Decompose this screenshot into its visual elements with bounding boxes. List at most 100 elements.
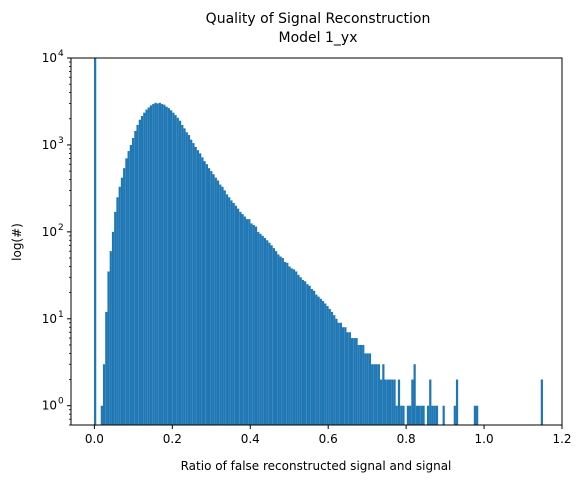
histogram-bar [201,157,203,425]
histogram-bar [300,277,302,425]
histogram-bar [382,364,384,425]
histogram-bar [398,380,400,425]
y-tick-label: 10 [42,399,57,413]
histogram-bar [264,238,266,425]
histogram-bar [293,269,295,425]
histogram-bar [188,135,190,425]
histogram-bar [476,406,478,425]
histogram-bar [333,315,335,425]
histogram-bar [286,263,288,425]
y-tick-exponent: 4 [58,49,64,59]
histogram-bar [128,151,130,425]
histogram-bar [195,147,197,425]
histogram-bar [161,104,163,425]
x-tick-label: 0.2 [163,432,182,446]
histogram-bar [221,187,223,425]
histogram-bar [250,223,252,425]
histogram-bar [172,113,174,425]
histogram-bar [192,143,194,425]
histogram-bar [396,406,398,425]
histogram-bar [246,219,248,425]
histogram-bar [230,200,232,425]
histogram-bar [271,245,273,425]
histogram-bar [179,121,181,425]
histogram-bar [371,364,373,425]
histogram-bar [306,284,308,425]
histogram-bar [416,406,418,425]
histogram-bar [181,125,183,425]
histogram-bar [384,380,386,425]
histogram-bar [125,158,127,425]
histogram-bar [168,108,170,425]
histogram-bar [116,197,118,425]
histogram-bar [212,174,214,425]
histogram-bar [110,251,112,425]
histogram-bar [342,327,344,425]
histogram-bar [233,203,235,425]
histogram-bar [148,107,150,425]
histogram-bar [154,103,156,425]
histogram-bar [420,406,422,425]
x-axis-label: Ratio of false reconstructed signal and … [181,459,452,473]
histogram-bar [259,234,261,425]
histogram-bar [422,406,424,425]
histogram-bar [262,236,264,425]
histogram-bar [275,251,277,425]
histogram-bar [197,150,199,425]
histogram-bar [393,380,395,425]
histogram-bar [367,353,369,425]
histogram-bar [297,275,299,425]
histogram-bar [391,380,393,425]
histogram-bar [248,219,250,425]
histogram-bar [112,232,114,425]
histogram-bar [228,197,230,425]
histogram-bar [170,110,172,425]
histogram-bar [434,406,436,425]
histogram-bar [253,225,255,425]
histogram-bar [235,206,237,425]
histogram-bar [215,178,217,425]
histogram-bar [190,140,192,425]
x-tick-label: 1.0 [475,432,494,446]
histogram-bar [132,138,134,425]
histogram-bar [284,262,286,425]
histogram-bar [331,312,333,425]
histogram-bar [315,295,317,425]
histogram-bar [150,105,152,425]
histogram-bar [282,258,284,425]
histogram-bar [291,268,293,425]
histogram-bar [302,280,304,425]
histogram-bar [389,380,391,425]
histogram-bar [329,309,331,425]
histogram-bar [157,103,159,425]
histogram-bar [326,306,328,425]
histogram-bar [429,380,431,425]
histogram-bar [338,323,340,425]
histogram-bar [273,248,275,425]
histogram-bar [324,303,326,425]
y-tick-exponent: 1 [58,310,64,320]
histogram-bar [244,217,246,425]
histogram-bar [295,271,297,425]
histogram-bar [380,380,382,425]
histogram-bar [351,338,353,425]
histogram-bar [387,380,389,425]
histogram-bar [219,185,221,425]
histogram-bar [400,406,402,425]
histogram-bar [322,301,324,425]
histogram-bar [344,327,346,425]
histogram-bar [130,145,132,425]
histogram-bar [145,110,147,425]
histogram-bar [320,299,322,425]
histogram-bar [311,289,313,425]
histogram-bar [409,406,411,425]
histogram-bar [105,312,107,425]
histogram-bar [94,58,96,425]
histogram-bar [241,214,243,425]
histogram-bar [369,353,371,425]
x-tick-label: 0.6 [319,432,338,446]
x-tick-label: 0.8 [397,432,416,446]
histogram-bar [203,161,205,425]
histogram-bar [143,113,145,425]
